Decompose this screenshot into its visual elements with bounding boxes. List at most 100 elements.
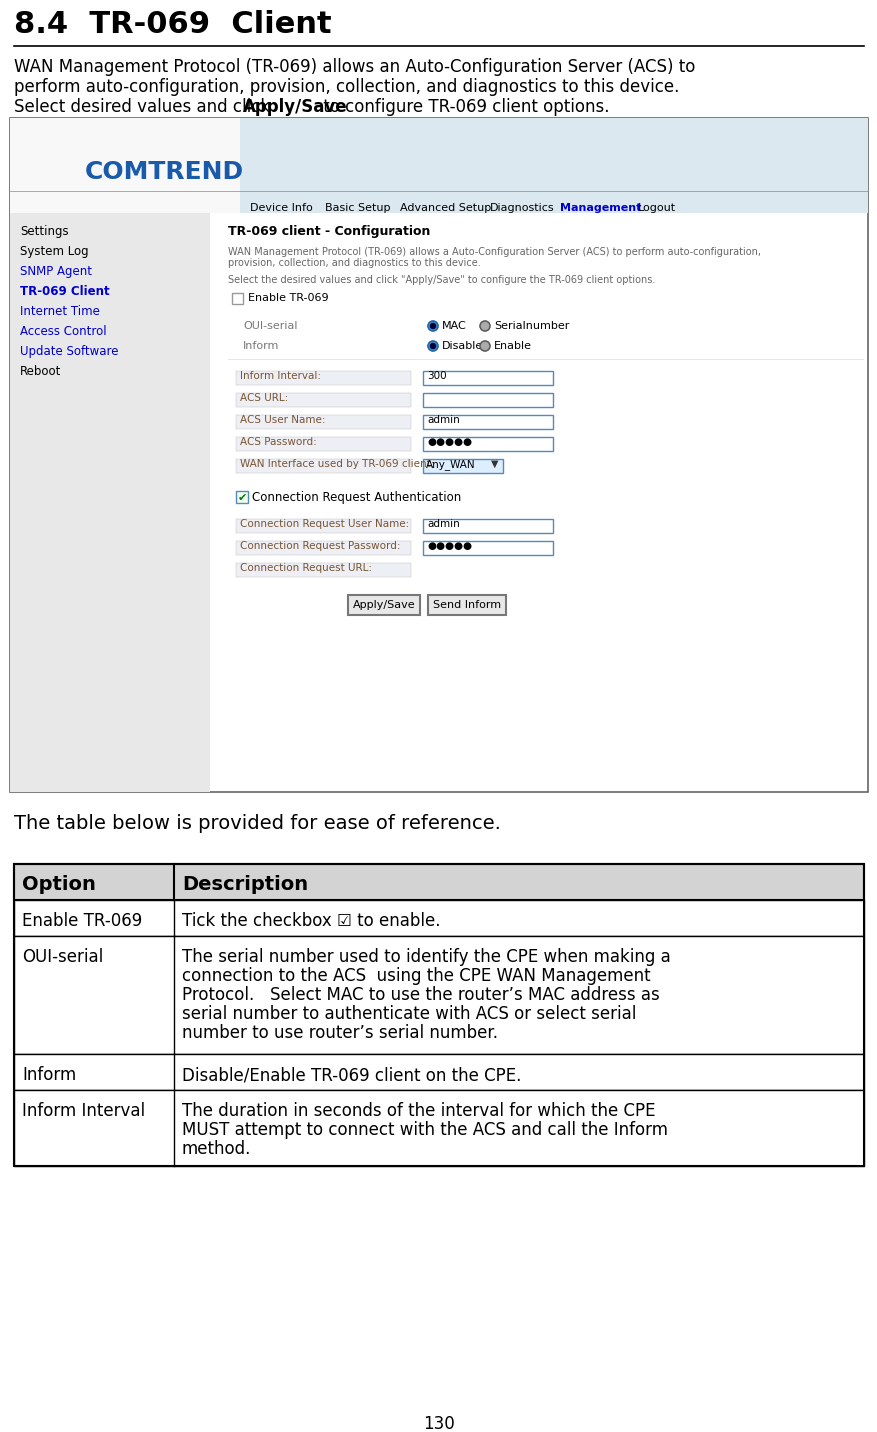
Text: Tick the checkbox ☑ to enable.: Tick the checkbox ☑ to enable. [182,912,440,929]
Bar [10,117,867,792]
Circle shape [427,321,438,331]
Text: ✔: ✔ [238,493,247,503]
Text: to configure TR-069 client options.: to configure TR-069 client options. [317,97,609,116]
Text: Any_WAN: Any_WAN [425,460,475,470]
Bar [232,294,243,304]
Bar [423,415,553,430]
Text: 130: 130 [423,1415,454,1432]
Text: Update Software: Update Software [20,345,118,358]
Text: TR-069 Client: TR-069 Client [20,285,110,298]
Text: Select desired values and click: Select desired values and click [14,97,275,116]
Text: The table below is provided for ease of reference.: The table below is provided for ease of … [14,813,500,833]
Circle shape [427,341,438,351]
Bar [236,491,247,503]
Text: Connection Request URL:: Connection Request URL: [239,563,372,573]
Bar [236,518,410,533]
Bar [427,596,505,614]
Circle shape [430,344,435,348]
Bar [14,863,863,1166]
Text: ▼: ▼ [490,460,498,470]
Text: Send Inform: Send Inform [432,600,501,610]
Text: ACS Password:: ACS Password: [239,437,317,447]
Text: System Log: System Log [20,245,89,258]
Bar [236,541,410,556]
Text: The duration in seconds of the interval for which the CPE: The duration in seconds of the interval … [182,1103,655,1120]
Text: Connection Request User Name:: Connection Request User Name: [239,518,409,528]
Text: COMTREND: COMTREND [85,160,244,183]
Bar [14,1054,863,1090]
Text: Disable: Disable [441,341,482,351]
Text: Select the desired values and click "Apply/Save" to configure the TR-069 client : Select the desired values and click "App… [228,275,654,285]
Text: Management: Management [560,203,640,213]
Bar [236,563,410,577]
Text: Option: Option [22,875,96,894]
Text: Inform Interval:: Inform Interval: [239,371,321,381]
Text: Enable TR-069: Enable TR-069 [247,294,328,304]
Bar [10,117,239,213]
Bar [236,371,410,385]
Bar [423,518,553,533]
Text: Disable/Enable TR-069 client on the CPE.: Disable/Enable TR-069 client on the CPE. [182,1065,521,1084]
Circle shape [430,324,435,328]
Text: WAN Interface used by TR-069 client:: WAN Interface used by TR-069 client: [239,460,434,470]
Bar [10,117,867,213]
Text: The serial number used to identify the CPE when making a: The serial number used to identify the C… [182,948,670,967]
Text: Reboot: Reboot [20,365,61,378]
Bar [347,596,419,614]
Text: ACS User Name:: ACS User Name: [239,415,325,425]
Text: 8.4  TR-069  Client: 8.4 TR-069 Client [14,10,332,39]
Bar [236,460,410,473]
Text: Enable: Enable [494,341,531,351]
Text: 300: 300 [426,371,446,381]
Text: Basic Setup: Basic Setup [324,203,390,213]
Bar [14,937,863,1054]
Text: admin: admin [426,518,460,528]
Text: number to use router’s serial number.: number to use router’s serial number. [182,1024,497,1042]
Text: ●●●●●: ●●●●● [426,437,472,447]
Text: Connection Request Authentication: Connection Request Authentication [252,491,460,504]
Text: Inform: Inform [22,1065,76,1084]
Bar [236,392,410,407]
Bar [14,863,863,899]
Text: WAN Management Protocol (TR-069) allows an Auto-Configuration Server (ACS) to: WAN Management Protocol (TR-069) allows … [14,59,695,76]
Text: Serialnumber: Serialnumber [494,321,568,331]
Text: serial number to authenticate with ACS or select serial: serial number to authenticate with ACS o… [182,1005,636,1022]
Bar [423,392,553,407]
Bar [423,460,503,473]
Circle shape [480,341,489,351]
Text: MAC: MAC [441,321,467,331]
Text: MUST attempt to connect with the ACS and call the Inform: MUST attempt to connect with the ACS and… [182,1121,667,1138]
Bar [236,415,410,430]
Text: Apply/Save: Apply/Save [243,97,347,116]
Bar [236,437,410,451]
Text: WAN Management Protocol (TR-069) allows a Auto-Configuration Server (ACS) to per: WAN Management Protocol (TR-069) allows … [228,246,760,256]
Circle shape [480,321,489,331]
Text: connection to the ACS  using the CPE WAN Management: connection to the ACS using the CPE WAN … [182,967,650,985]
Bar [10,213,210,792]
Bar [14,899,863,937]
Text: ●●●●●: ●●●●● [426,541,472,551]
Text: Diagnostics: Diagnostics [489,203,554,213]
Bar [423,541,553,556]
Text: Logout: Logout [638,203,675,213]
Text: OUI-serial: OUI-serial [22,948,103,967]
Text: ACS URL:: ACS URL: [239,392,288,402]
Text: method.: method. [182,1140,251,1158]
Bar [14,1090,863,1166]
Text: Description: Description [182,875,308,894]
Text: TR-069 client - Configuration: TR-069 client - Configuration [228,225,430,238]
Text: Apply/Save: Apply/Save [353,600,415,610]
Text: Access Control: Access Control [20,325,106,338]
Text: Settings: Settings [20,225,68,238]
Text: Inform: Inform [243,341,279,351]
Text: OUI-serial: OUI-serial [243,321,297,331]
Text: provision, collection, and diagnostics to this device.: provision, collection, and diagnostics t… [228,258,481,268]
Text: Inform Interval: Inform Interval [22,1103,145,1120]
Text: Device Info: Device Info [250,203,312,213]
Text: Internet Time: Internet Time [20,305,100,318]
Text: admin: admin [426,415,460,425]
Text: Enable TR-069: Enable TR-069 [22,912,142,929]
Text: SNMP Agent: SNMP Agent [20,265,92,278]
Text: Protocol.   Select MAC to use the router’s MAC address as: Protocol. Select MAC to use the router’s… [182,987,659,1004]
Bar [423,437,553,451]
